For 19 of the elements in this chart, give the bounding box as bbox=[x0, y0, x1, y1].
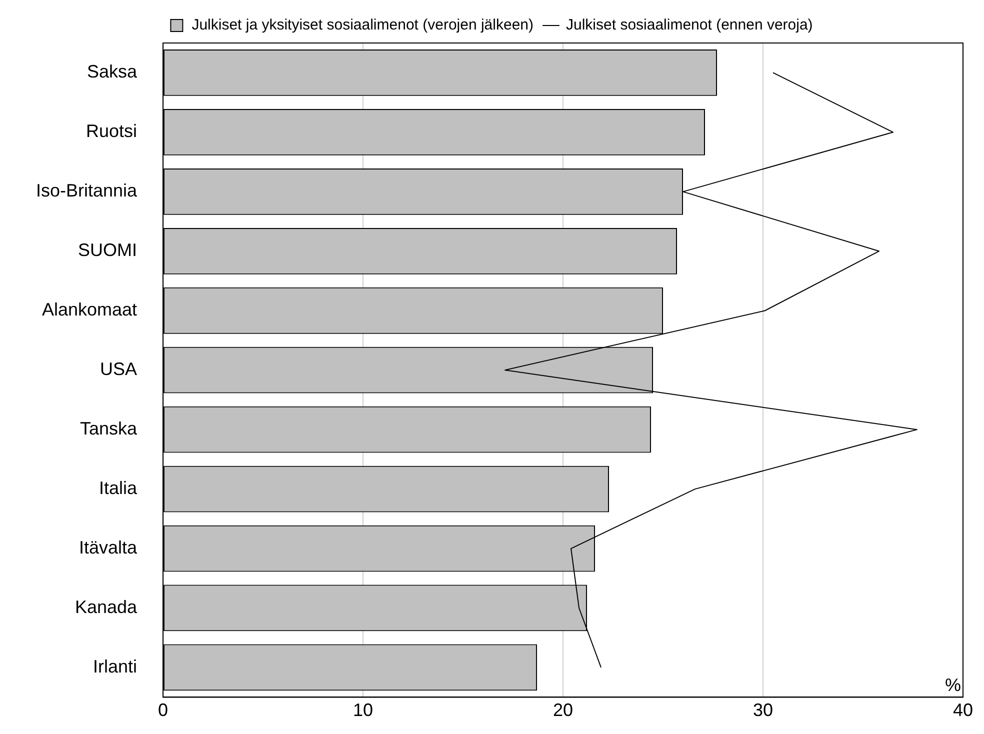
x-tick-label: 20 bbox=[553, 700, 574, 720]
y-tick-label: Tanska bbox=[80, 418, 138, 439]
y-tick-label: Iso-Britannia bbox=[36, 180, 138, 201]
x-tick-label: 10 bbox=[353, 700, 374, 720]
x-tick-label: 30 bbox=[752, 700, 774, 720]
x-tick-label: 0 bbox=[158, 700, 168, 720]
y-tick-label: Alankomaat bbox=[42, 300, 138, 320]
legend-label: Julkiset sosiaalimenot (ennen veroja) bbox=[566, 16, 813, 34]
y-tick-label: Irlanti bbox=[93, 656, 138, 676]
y-tick-label: SUOMI bbox=[78, 240, 138, 260]
x-tick-label: 40 bbox=[952, 700, 974, 720]
y-tick-label: Itävalta bbox=[79, 537, 138, 558]
y-tick-label: Ruotsi bbox=[86, 121, 138, 142]
y-tick-label: Italia bbox=[99, 478, 138, 498]
y-tick-label: USA bbox=[100, 359, 138, 380]
y-tick-label: Kanada bbox=[74, 596, 138, 617]
legend-label: Julkiset ja yksityiset sosiaalimenot (verojen jälkeen) bbox=[192, 16, 534, 34]
y-tick-label: Saksa bbox=[87, 62, 138, 82]
x-axis-title: % bbox=[944, 675, 961, 696]
